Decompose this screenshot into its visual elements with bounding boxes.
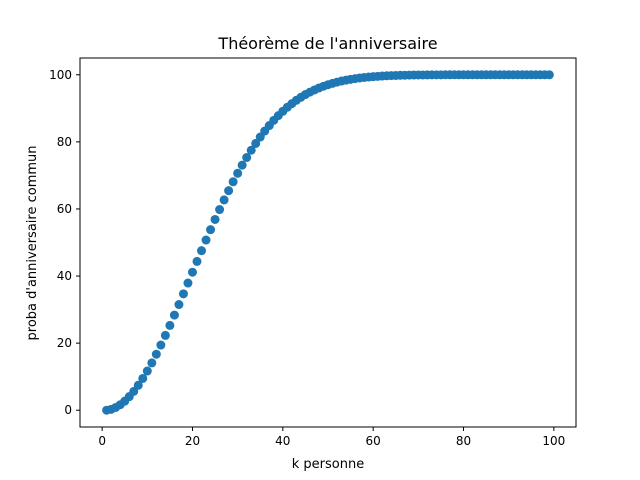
- x-tick-label: 100: [542, 434, 565, 448]
- x-tick-label: 40: [275, 434, 290, 448]
- chart-title: Théorème de l'anniversaire: [217, 34, 437, 53]
- y-tick-label: 60: [57, 202, 72, 216]
- data-point: [169, 310, 179, 320]
- y-tick-label: 100: [49, 68, 72, 82]
- data-point: [147, 358, 157, 368]
- data-point: [206, 225, 216, 235]
- data-point: [224, 186, 234, 196]
- plot-frame: [79, 57, 577, 428]
- data-point: [246, 145, 256, 155]
- data-point: [187, 267, 197, 277]
- y-axis-label: proba d'anniversaire commun: [25, 146, 40, 341]
- x-axis-label: k personne: [292, 457, 364, 472]
- data-point: [156, 340, 166, 350]
- y-tick-label: 20: [57, 336, 72, 350]
- data-point: [251, 138, 261, 148]
- data-point: [215, 205, 225, 215]
- y-tick-label: 80: [57, 135, 72, 149]
- y-tick-label: 40: [57, 269, 72, 283]
- data-point: [242, 153, 252, 163]
- data-point: [142, 366, 152, 376]
- y-tick-label: 0: [64, 403, 72, 417]
- data-point: [201, 235, 211, 245]
- data-point: [228, 177, 238, 187]
- data-point: [165, 320, 175, 330]
- data-point: [183, 278, 193, 288]
- x-tick-label: 20: [185, 434, 200, 448]
- data-point: [138, 373, 148, 383]
- x-axis-ticks: 0 20 40 60 80 100: [98, 427, 565, 448]
- data-point: [178, 289, 188, 299]
- data-point: [197, 246, 207, 256]
- data-point: [133, 380, 143, 390]
- data-point: [174, 300, 184, 310]
- data-point: [160, 330, 170, 340]
- x-tick-label: 60: [366, 434, 381, 448]
- y-axis-ticks: 0 20 40 60 80 100: [49, 68, 80, 417]
- data-points: [102, 70, 554, 415]
- data-point: [544, 70, 554, 80]
- data-point: [233, 168, 243, 178]
- x-tick-label: 0: [98, 434, 106, 448]
- data-point: [237, 160, 247, 170]
- data-point: [210, 214, 220, 224]
- data-point: [219, 195, 229, 205]
- data-point: [151, 349, 161, 359]
- data-point: [192, 256, 202, 266]
- x-tick-label: 80: [456, 434, 471, 448]
